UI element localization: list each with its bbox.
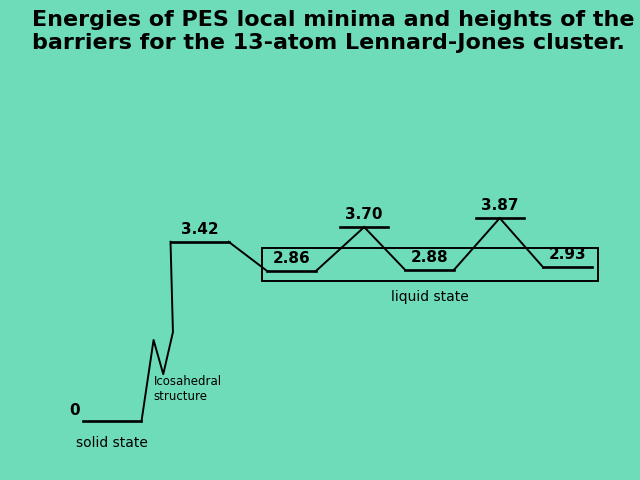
Text: 0: 0 [69, 403, 79, 418]
Text: liquid state: liquid state [390, 290, 468, 304]
Text: 2.88: 2.88 [411, 250, 449, 265]
Bar [262, 248, 598, 281]
Text: 3.87: 3.87 [481, 198, 518, 213]
Text: 2.93: 2.93 [548, 247, 586, 262]
Text: 3.42: 3.42 [180, 221, 218, 237]
Text: Icosahedral
structure: Icosahedral structure [154, 375, 221, 403]
Text: solid state: solid state [76, 436, 148, 450]
Text: Energies of PES local minima and heights of the
barriers for the 13-atom Lennard: Energies of PES local minima and heights… [32, 10, 634, 53]
Text: 3.70: 3.70 [346, 207, 383, 222]
Text: 2.86: 2.86 [273, 251, 310, 266]
